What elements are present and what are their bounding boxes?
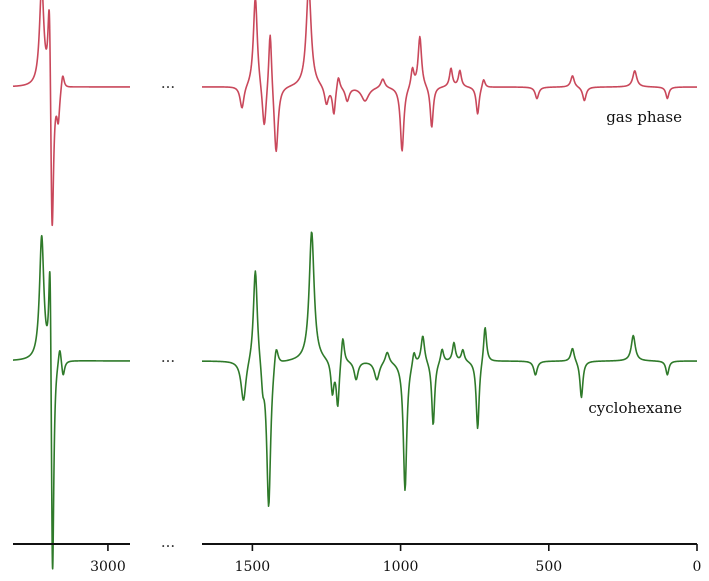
axis-break-middle: ··· [161, 352, 175, 370]
x-tick-label-1500: 1500 [235, 559, 271, 575]
axis-break-marks: ··· ··· ··· [161, 78, 175, 555]
x-axis: 3000 1500 1000 500 0 [13, 543, 702, 575]
series-label-gas-phase: gas phase [606, 108, 682, 126]
series-line-cyclohexane-segment-1 [12, 234, 131, 570]
series-label-cyclohexane: cyclohexane [588, 399, 682, 417]
axis-break-top: ··· [161, 78, 175, 96]
series-line-cyclohexane-segment-2 [201, 231, 698, 507]
traces-group [12, 0, 698, 570]
axis-break-bottom: ··· [161, 537, 175, 555]
series-line-gas-phase-segment-1 [12, 0, 131, 227]
x-tick-label-500: 500 [535, 559, 562, 575]
x-tick-label-3000: 3000 [90, 559, 126, 575]
x-tick-label-0: 0 [693, 559, 702, 575]
series-line-gas-phase-segment-2 [201, 0, 698, 153]
x-tick-label-1000: 1000 [383, 559, 419, 575]
